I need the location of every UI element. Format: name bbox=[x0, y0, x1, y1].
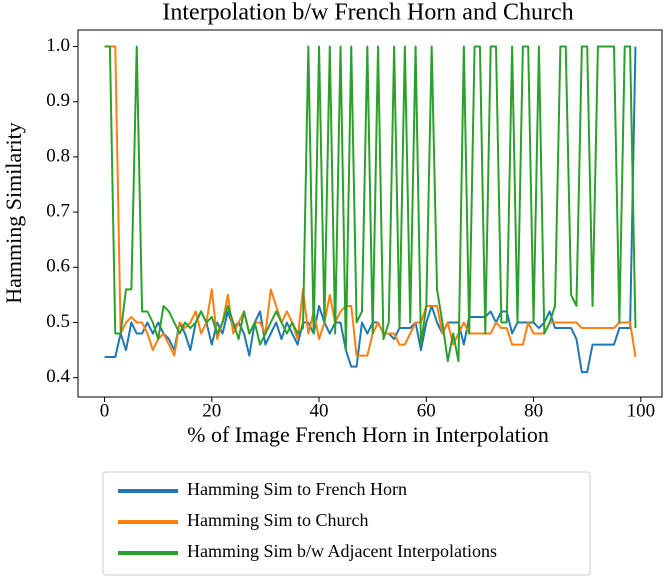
x-tick-label: 40 bbox=[310, 400, 329, 421]
legend-label: Hamming Sim b/w Adjacent Interpolations bbox=[187, 541, 497, 561]
plot-frame bbox=[77, 29, 663, 398]
y-tick-label: 0.4 bbox=[46, 366, 70, 387]
y-tick-label: 0.8 bbox=[46, 145, 70, 166]
legend-label: Hamming Sim to French Horn bbox=[187, 479, 407, 499]
x-tick-label: 0 bbox=[100, 400, 110, 421]
line-series bbox=[104, 45, 637, 363]
x-axis-label: % of Image French Horn in Interpolation bbox=[187, 422, 549, 447]
legend-label: Hamming Sim to Church bbox=[187, 510, 369, 530]
x-tick-label: 100 bbox=[627, 400, 656, 421]
y-tick-label: 0.9 bbox=[46, 90, 70, 111]
y-tick-label: 0.5 bbox=[46, 311, 70, 332]
chart-title: Interpolation b/w French Horn and Church bbox=[162, 0, 573, 26]
x-tick-label: 60 bbox=[417, 400, 436, 421]
y-axis-label: Hamming Similarity bbox=[1, 122, 26, 304]
line-series bbox=[104, 46, 637, 374]
y-tick-label: 0.6 bbox=[46, 256, 70, 277]
y-tick-label: 0.7 bbox=[46, 200, 70, 221]
legend-box bbox=[102, 471, 591, 576]
x-tick-label: 80 bbox=[524, 400, 543, 421]
x-tick-label: 20 bbox=[202, 400, 221, 421]
y-tick-label: 1.0 bbox=[46, 35, 70, 56]
